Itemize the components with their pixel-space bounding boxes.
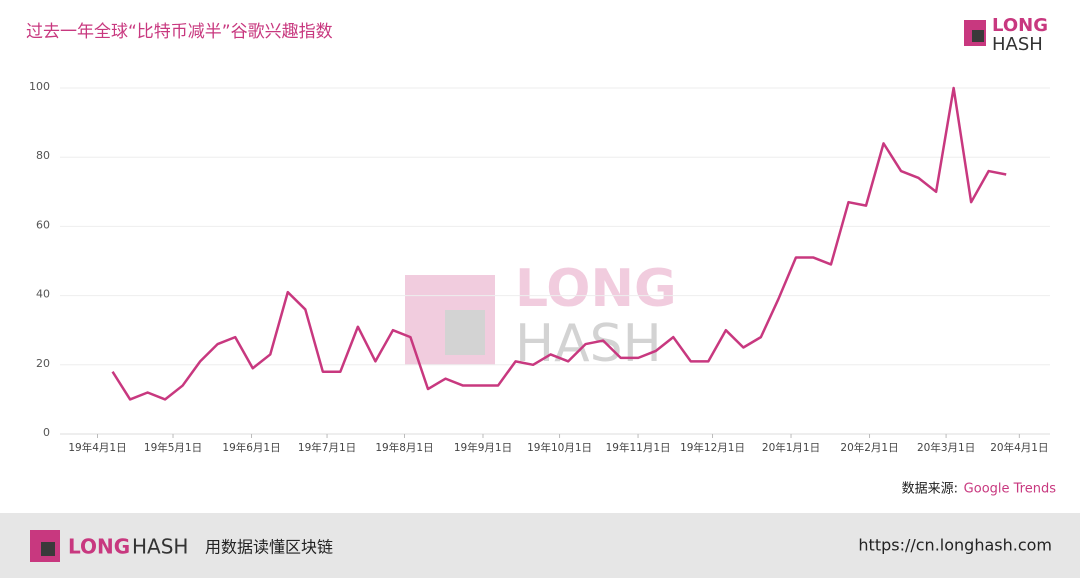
footer bbox=[0, 513, 1080, 578]
x-tick-label: 19年6月1日 bbox=[222, 441, 280, 454]
source-name: Google Trends bbox=[964, 482, 1057, 497]
x-tick-label: 20年1月1日 bbox=[762, 441, 820, 454]
x-tick-label: 20年4月1日 bbox=[990, 441, 1048, 454]
x-tick-label: 20年3月1日 bbox=[917, 441, 975, 454]
y-tick-label: 0 bbox=[43, 426, 50, 439]
watermark: LONG HASH bbox=[405, 259, 677, 374]
watermark-icon bbox=[445, 310, 485, 355]
watermark-text: LONG bbox=[515, 259, 677, 319]
logo: LONG HASH bbox=[964, 15, 1048, 55]
line-series bbox=[111, 86, 1007, 401]
logo-text: LONG bbox=[992, 15, 1048, 36]
x-tick-label: 19年7月1日 bbox=[298, 441, 356, 454]
x-tick-label: 20年2月1日 bbox=[840, 441, 898, 454]
chart-title: 过去一年全球“比特币减半”谷歌兴趣指数 bbox=[26, 22, 333, 42]
source-label: 数据来源: bbox=[902, 482, 958, 497]
x-tick-label: 19年9月1日 bbox=[454, 441, 512, 454]
footer-logo: HASH bbox=[132, 535, 188, 559]
footer-url[interactable]: https://cn.longhash.com bbox=[858, 536, 1052, 555]
y-tick-label: 60 bbox=[36, 218, 50, 231]
x-tick-label: 19年4月1日 bbox=[68, 441, 126, 454]
x-tick-label: 19年11月1日 bbox=[606, 441, 671, 454]
watermark-icon bbox=[405, 275, 495, 365]
footer-logo: LONG bbox=[68, 535, 130, 559]
y-tick-label: 20 bbox=[36, 357, 50, 370]
x-tick-label: 19年5月1日 bbox=[144, 441, 202, 454]
x-tick-label: 19年10月1日 bbox=[527, 441, 592, 454]
x-tick-label: 19年12月1日 bbox=[680, 441, 745, 454]
y-tick-label: 80 bbox=[36, 149, 50, 162]
logo-text: HASH bbox=[992, 34, 1043, 55]
footer-logo-icon bbox=[41, 542, 55, 556]
logo-icon-inner bbox=[972, 30, 984, 42]
plot: 0 20 40 60 80 100 19年4月1日 19年5月1日 19年6月1日 19年7月1日… bbox=[29, 80, 1050, 454]
footer-slogan: 用数据读懂区块链 bbox=[205, 538, 333, 557]
y-tick-label: 40 bbox=[36, 288, 50, 301]
x-tick-label: 19年8月1日 bbox=[375, 441, 433, 454]
y-tick-label: 100 bbox=[29, 80, 50, 93]
